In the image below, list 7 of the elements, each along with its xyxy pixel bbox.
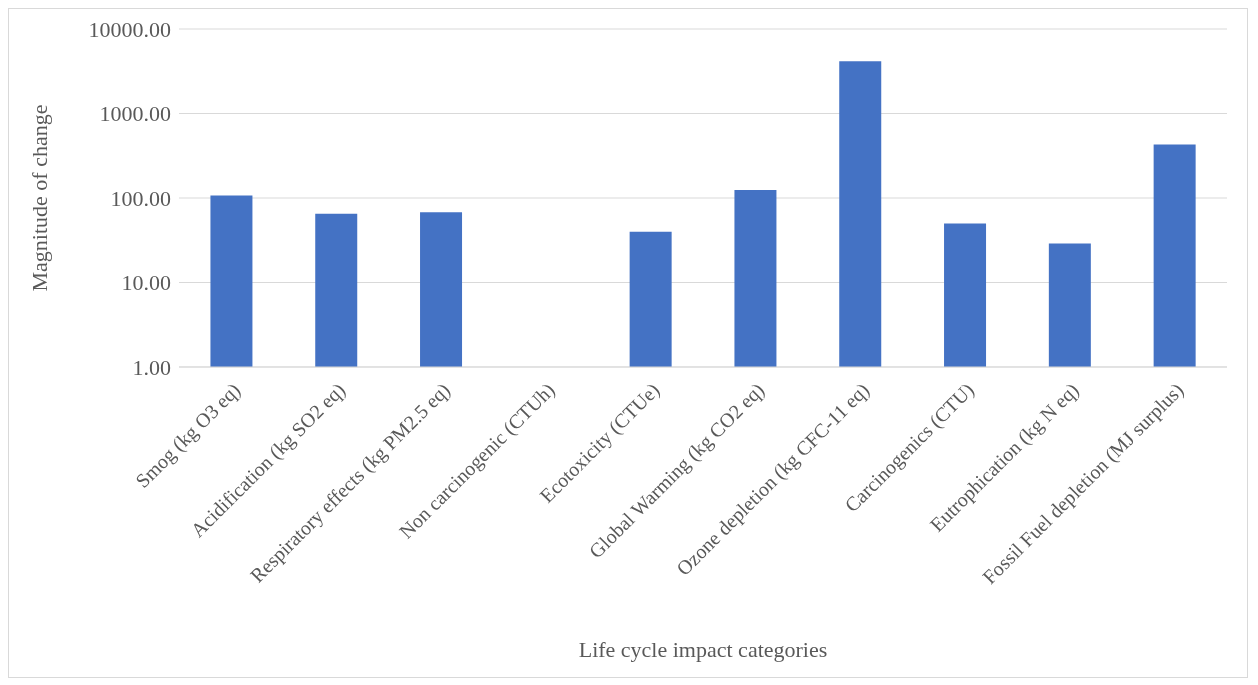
y-tick-label: 10.00: [121, 270, 171, 296]
y-tick-label: 100.00: [110, 185, 171, 211]
x-axis-title: Life cycle impact categories: [578, 637, 828, 662]
y-axis-title: Magnitude of change: [26, 104, 52, 292]
y-tick-label: 1000.00: [99, 101, 171, 127]
y-tick-label: 10000.00: [88, 16, 171, 42]
y-tick-label: 1.00: [132, 354, 171, 380]
